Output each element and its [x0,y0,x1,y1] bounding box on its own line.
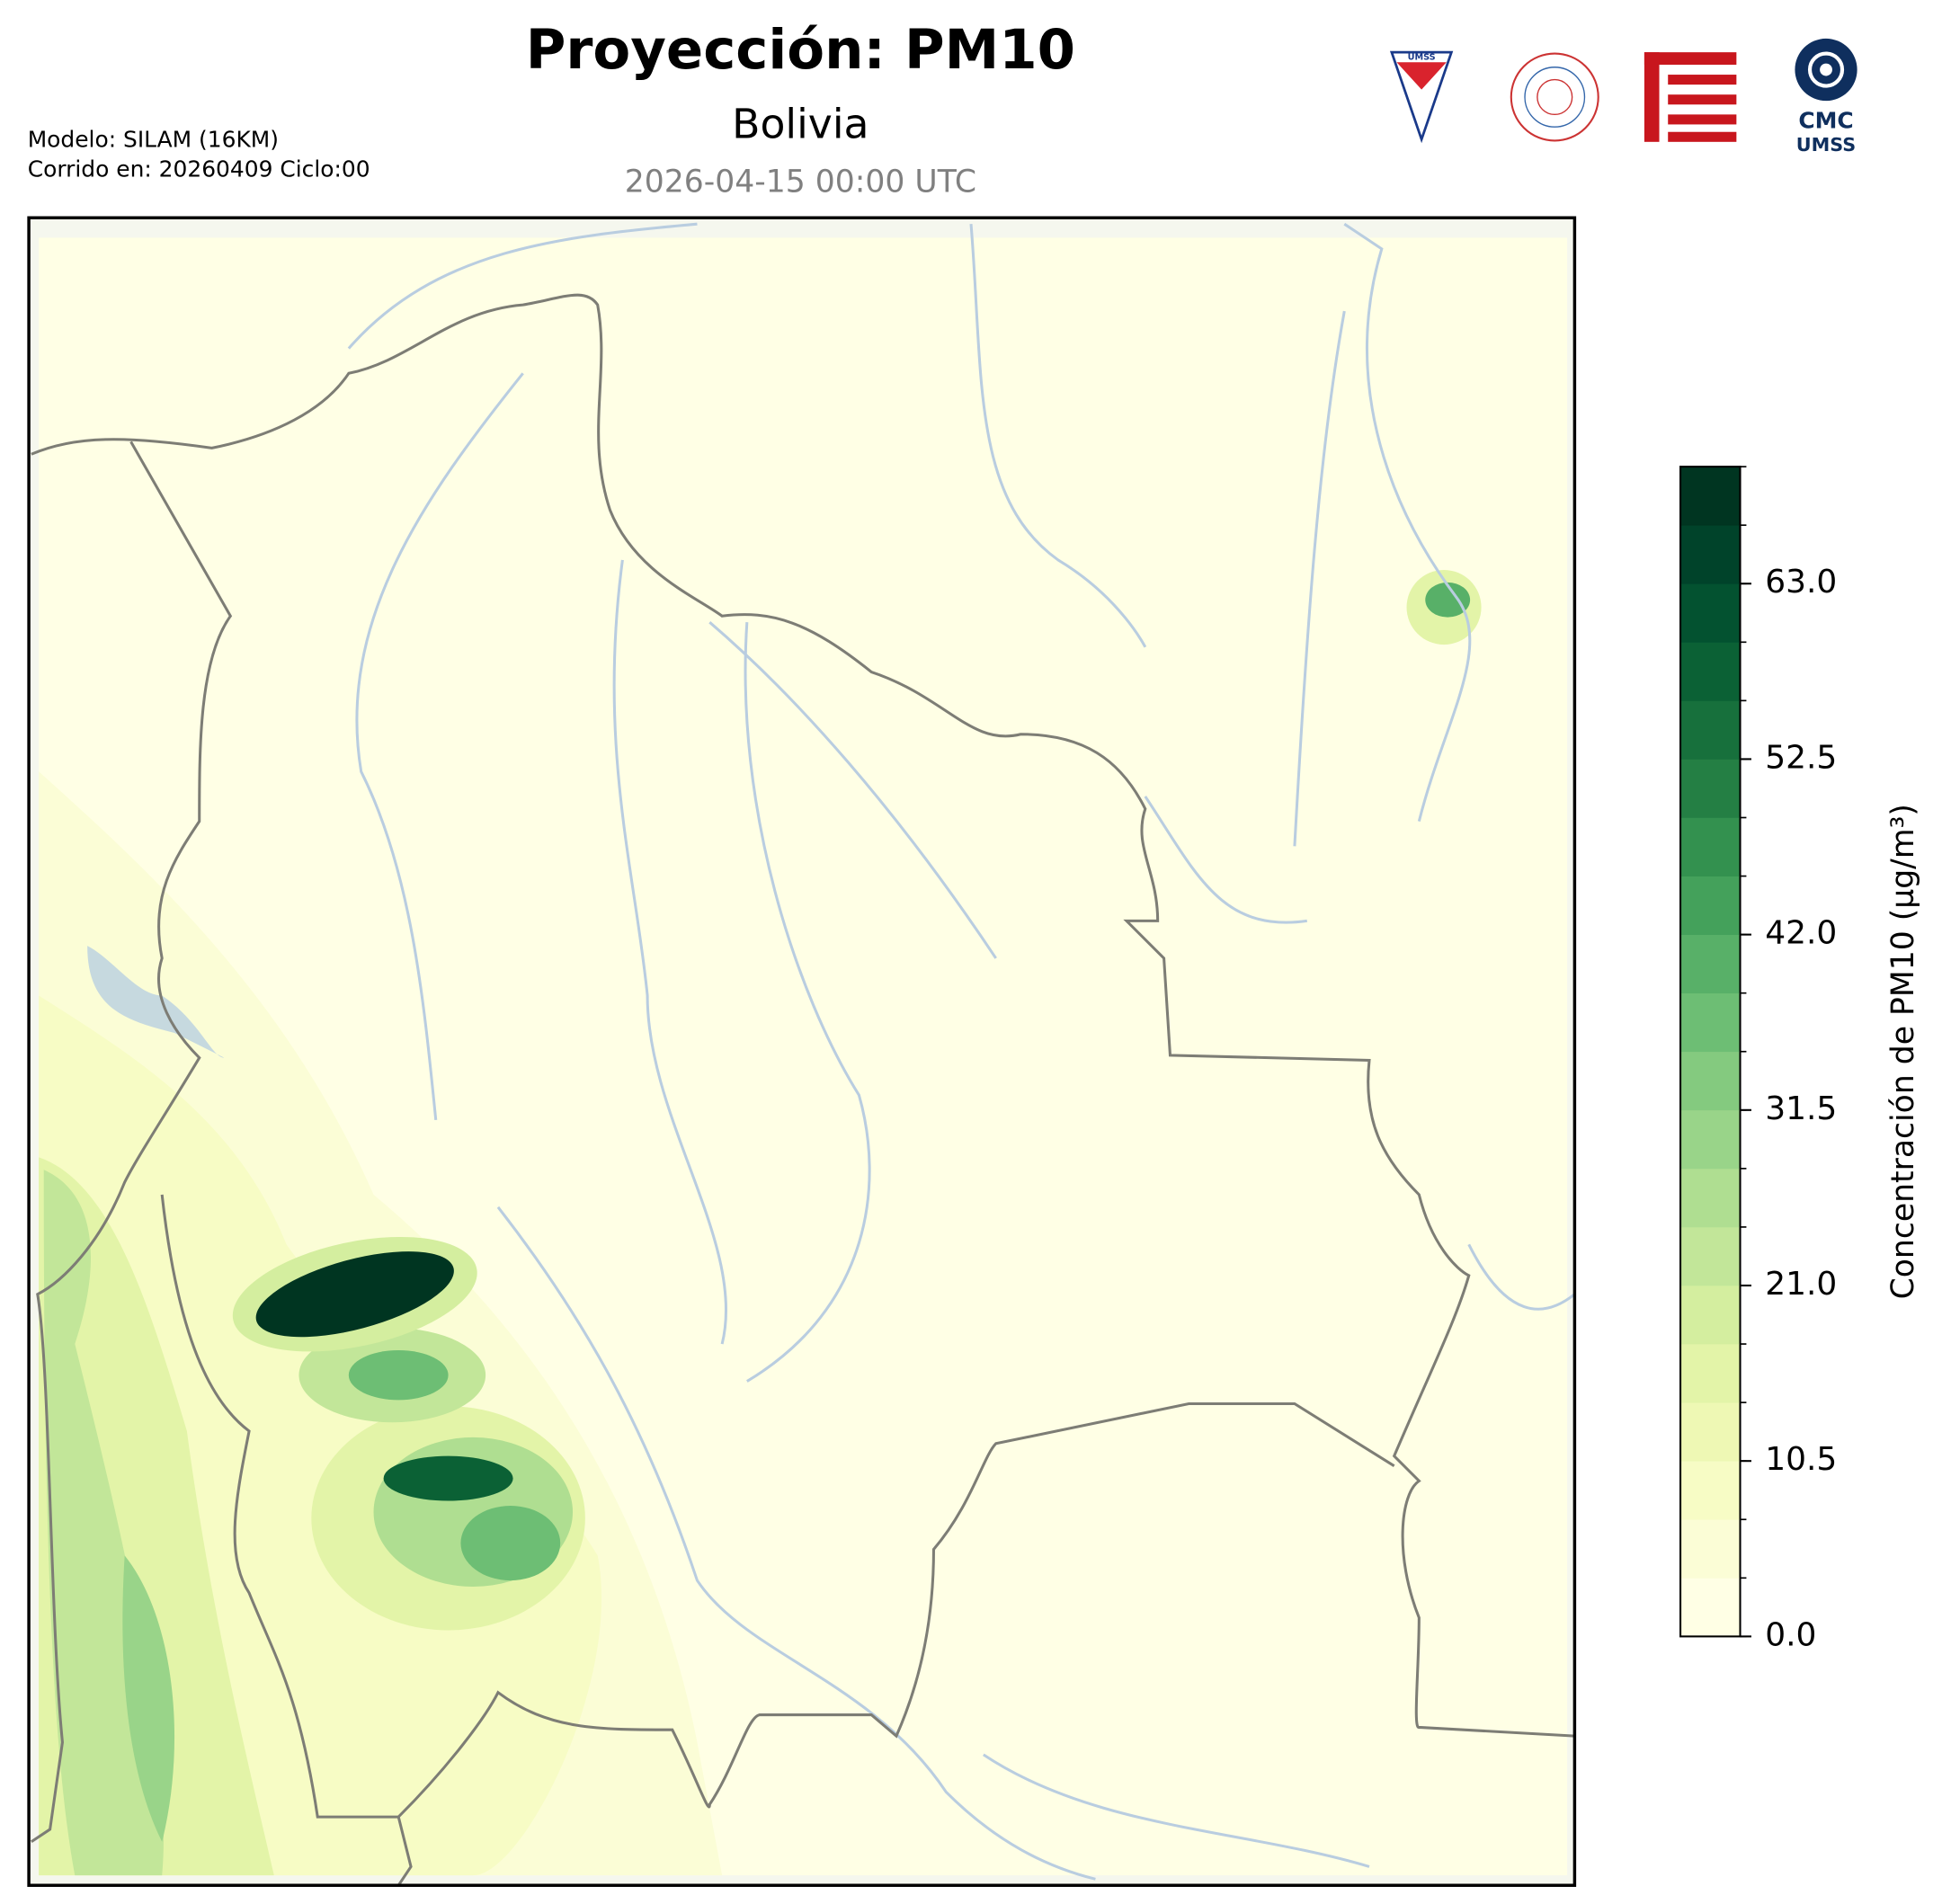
colorbar: 0.0 10.5 21.0 31.5 42.0 52.5 63.0 [1679,466,1837,1653]
map-frame [27,216,1577,1887]
borders [30,293,1575,1886]
colorbar-segment [1679,641,1741,701]
colorbar-segment [1679,934,1741,994]
colorbar-segment [1679,759,1741,818]
logo-fisica [1510,52,1599,142]
colorbar-frame [1679,466,1742,1638]
tick-label: 0.0 [1765,1616,1816,1653]
logo-text: UMSS [1796,134,1856,156]
colorbar-segment [1679,583,1741,643]
tick-label: 10.5 [1765,1441,1837,1478]
tick-label: 42.0 [1765,915,1837,952]
valid-time: 2026-04-15 00:00 UTC [625,164,976,200]
colorbar-segment [1679,1226,1741,1286]
colorbar-segment [1679,1518,1741,1579]
logo-cmc: CMC UMSS [1795,38,1857,156]
colorbar-segment [1679,1343,1741,1403]
colorbar-segment [1679,1051,1741,1111]
colorbar-segment [1679,1460,1741,1520]
tick-label: 63.0 [1765,564,1837,601]
tick-label: 52.5 [1765,739,1837,776]
colorbar-segment [1679,524,1741,584]
logo-fcyt [1644,52,1737,142]
colorbar-segment [1679,700,1741,760]
colorbar-segment [1679,1401,1741,1462]
tick-label: 31.5 [1765,1090,1837,1127]
tick-label: 21.0 [1765,1266,1837,1303]
title: Proyección: PM10 [526,18,1075,82]
logo-text: UMSS [1408,53,1436,63]
colorbar-segment [1679,876,1741,935]
colorbar-segment [1679,1285,1741,1345]
colorbar-segment [1679,1168,1741,1228]
colorbar-label: Concentración de PM10 (µg/m³) [1885,804,1921,1299]
colorbar-segment [1679,817,1741,876]
logo-text: CMC [1798,108,1853,134]
colorbar-segment [1679,466,1741,526]
subtitle: Bolivia [732,101,869,148]
run-info: Corrido en: 20260409 Ciclo:00 [28,156,370,182]
colorbar-segment [1679,1109,1741,1170]
map [27,216,1577,1887]
rivers [347,222,1575,1881]
model-info: Modelo: SILAM (16KM) [28,126,279,152]
logo-umss: UMSS [1389,50,1454,144]
colorbar-segment [1679,992,1741,1053]
colorbar-segment [1679,1577,1741,1637]
